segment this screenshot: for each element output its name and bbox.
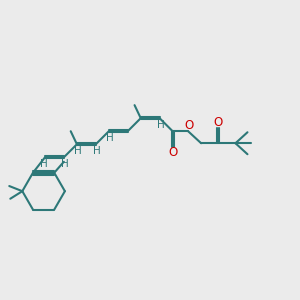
Text: H: H	[93, 146, 101, 156]
Text: H: H	[61, 159, 69, 169]
Text: H: H	[157, 120, 165, 130]
Text: H: H	[40, 159, 48, 169]
Text: H: H	[106, 133, 114, 143]
Text: O: O	[184, 119, 194, 132]
Text: H: H	[74, 146, 82, 156]
Text: O: O	[214, 116, 223, 129]
Text: O: O	[168, 146, 177, 159]
